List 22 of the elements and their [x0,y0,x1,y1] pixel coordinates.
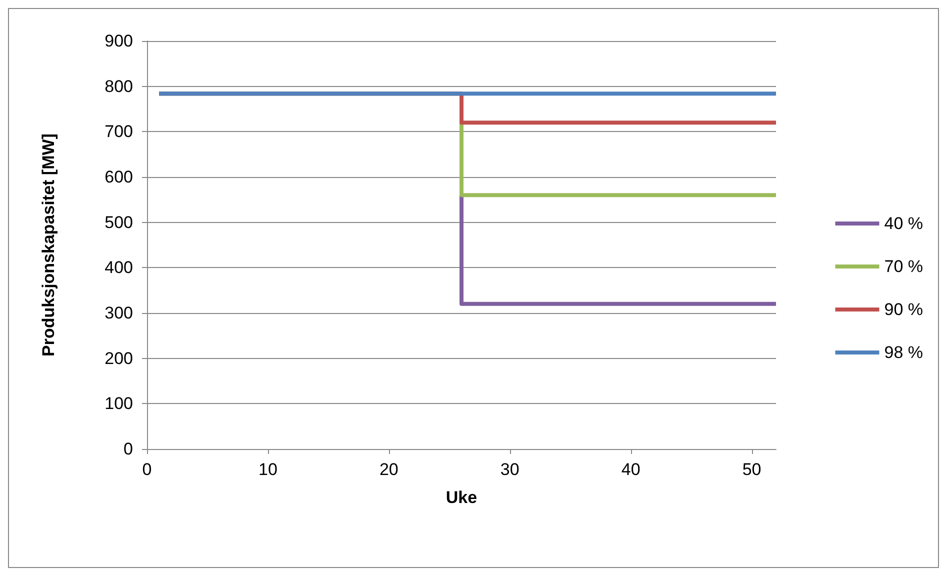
x-tick-label: 40 [621,460,640,479]
legend-label: 40 % [884,214,923,233]
y-tick-label: 400 [104,258,133,278]
y-axis-title: Produksjonskapasitet [MW] [39,134,58,356]
y-tick-label: 800 [104,76,133,96]
y-tick-label: 500 [104,212,133,232]
x-axis-title: Uke [446,488,478,507]
legend-label: 90 % [884,300,923,319]
x-tick-label: 50 [742,460,762,479]
y-tick-label: 100 [104,394,133,414]
x-tick-label: 0 [142,460,152,479]
y-tick-label: 200 [104,348,133,368]
legend-label: 70 % [884,257,923,276]
y-tick-label: 300 [104,304,133,322]
y-tick-label: 700 [104,122,133,142]
x-tick-label: 20 [379,460,398,479]
y-tick-label: 600 [104,168,133,186]
y-tick-label: 900 [104,32,133,50]
x-tick-label: 10 [258,460,278,479]
legend-label: 98 % [884,343,923,362]
y-tick-label: 0 [124,440,133,458]
x-tick-label: 30 [500,460,520,479]
